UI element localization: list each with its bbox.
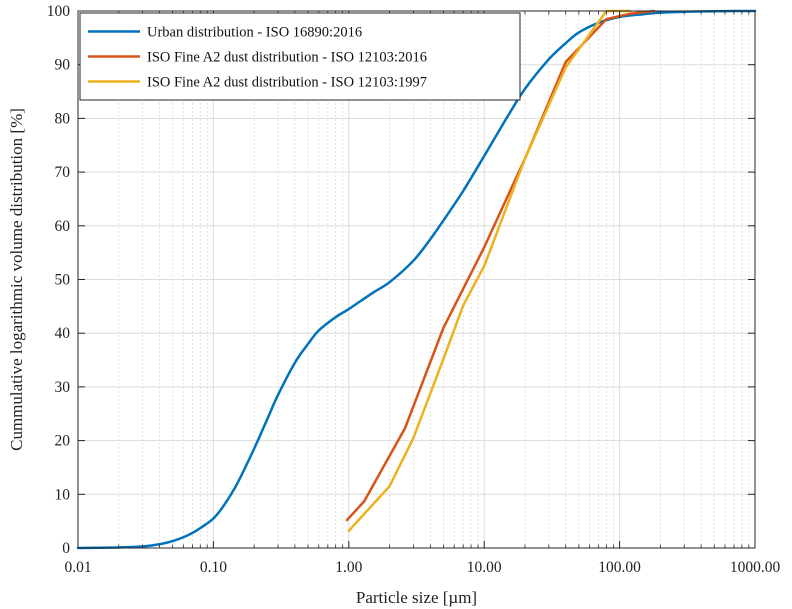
series-line-3 bbox=[347, 9, 632, 533]
series-line-2 bbox=[345, 9, 656, 522]
x-tick-label: 0.10 bbox=[200, 559, 227, 576]
y-tick-label: 90 bbox=[55, 57, 71, 74]
y-tick-label: 20 bbox=[55, 433, 71, 450]
y-tick-label: 100 bbox=[47, 3, 71, 20]
x-tick-label: 10.00 bbox=[467, 559, 502, 576]
tick-labels: 0.01 0.10 1.00 10.00 100.00 1000.00 0 10 20 30 40 5… bbox=[47, 3, 781, 576]
x-tick-label: 0.01 bbox=[64, 559, 91, 576]
legend-box bbox=[79, 12, 521, 101]
series-layer bbox=[76, 9, 757, 550]
y-tick-label: 0 bbox=[62, 540, 70, 557]
y-tick-label: 10 bbox=[55, 486, 71, 503]
y-tick-label: 40 bbox=[55, 325, 71, 342]
legend-label-3: ISO Fine A2 dust distribution - ISO 1210… bbox=[147, 75, 427, 91]
y-tick-label: 50 bbox=[55, 272, 71, 289]
y-tick-label: 70 bbox=[55, 164, 71, 181]
legend-label-2: ISO Fine A2 dust distribution - ISO 1210… bbox=[147, 50, 427, 66]
x-tick-label: 100.00 bbox=[598, 559, 641, 576]
y-tick-label: 60 bbox=[55, 218, 71, 235]
y-tick-label: 80 bbox=[55, 110, 71, 127]
x-tick-label: 1.00 bbox=[335, 559, 362, 576]
y-axis-label: Cummulative logarithmic volume distribut… bbox=[7, 108, 26, 451]
x-axis-label: Particle size [µm] bbox=[356, 588, 477, 607]
legend: Urban distribution - ISO 16890:2016 ISO F… bbox=[79, 12, 521, 101]
legend-label-1: Urban distribution - ISO 16890:2016 bbox=[147, 25, 362, 41]
x-tick-label: 1000.00 bbox=[730, 559, 781, 576]
y-tick-label: 30 bbox=[55, 379, 71, 396]
